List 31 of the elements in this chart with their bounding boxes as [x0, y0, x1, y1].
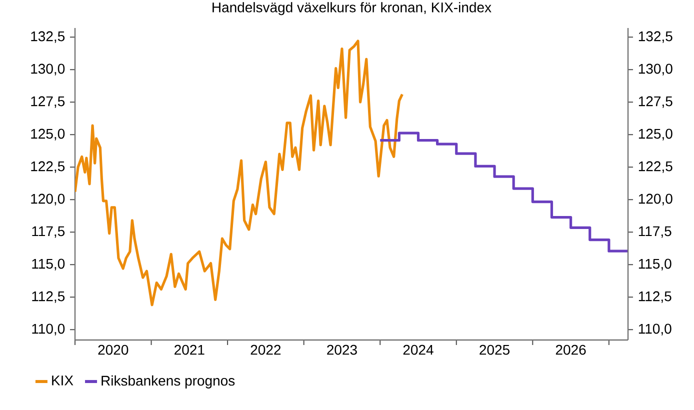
chart-title: Handelsvägd växelkurs för kronan, KIX-index	[212, 2, 492, 16]
y2-tick-label: 127,5	[638, 96, 672, 108]
x-tick-label: 2025	[480, 344, 510, 355]
x-tick-label: 2022	[250, 344, 281, 355]
y2-tick-label: 130,0	[638, 64, 672, 76]
y2-tick-label: 115,0	[638, 258, 672, 270]
y2-tick-label: 122,5	[638, 161, 672, 173]
y-tick-label: 110,0	[32, 324, 65, 336]
y2-tick-label: 120,0	[638, 194, 672, 206]
x-tick-label: 2024	[403, 344, 434, 355]
x-tick-label: 2020	[98, 344, 128, 355]
y-tick-label: 127,5	[31, 96, 65, 108]
x-tick-label: 2023	[327, 344, 357, 355]
x-tick-label: 2026	[556, 344, 586, 355]
y-tick-label: 115,0	[32, 258, 65, 270]
line-series	[75, 40, 404, 306]
y-tick-label: 120,0	[31, 194, 65, 206]
y-tick-label: 112,5	[32, 291, 65, 303]
x-tick-label: 2021	[174, 344, 204, 355]
y2-tick-label: 132,5	[638, 31, 672, 43]
y2-tick-label: 117,5	[638, 226, 672, 238]
y-tick-label: 125,0	[31, 128, 65, 140]
y2-tick-label: 125,0	[638, 128, 672, 140]
legend-label: Riksbankens prognos	[102, 375, 235, 388]
y-tick-label: 130,0	[31, 64, 65, 76]
y2-tick-label: 112,5	[638, 291, 672, 303]
legend-label: KIX	[52, 376, 74, 386]
y-tick-label: 117,5	[32, 226, 65, 238]
y-tick-label: 132,5	[31, 31, 65, 43]
y-tick-label: 122,5	[31, 161, 65, 173]
y2-tick-label: 110,0	[638, 324, 672, 336]
